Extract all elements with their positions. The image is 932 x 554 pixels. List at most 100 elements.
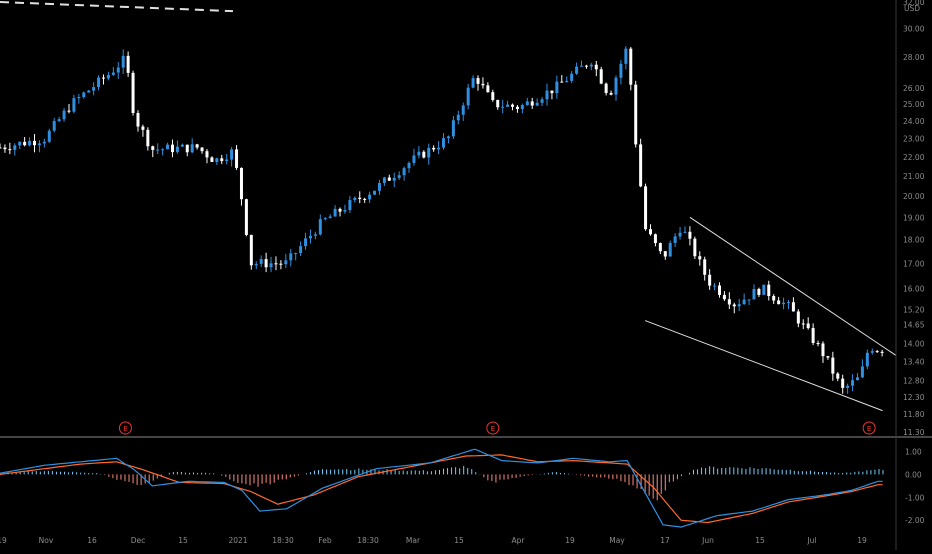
candle-body (801, 323, 805, 325)
candle-body (506, 104, 510, 107)
candle-body (239, 167, 243, 200)
candle-body (116, 67, 120, 73)
candle-body (412, 155, 416, 163)
candle-body (353, 197, 357, 201)
candle-body (855, 377, 859, 381)
candle-body (451, 120, 455, 137)
x-tick-label: 15 (454, 536, 464, 545)
x-tick-label: Jul (806, 536, 816, 545)
candle-body (658, 243, 662, 252)
macd-signal-line (0, 454, 883, 524)
macd-tick-label: -1.00 (905, 493, 925, 502)
candle-body (648, 229, 652, 235)
price-tick-label: 11.80 (903, 410, 925, 419)
price-tick-label: 20.00 (903, 192, 925, 201)
candle-body (328, 216, 332, 219)
candle-body (97, 77, 101, 88)
candle-body (402, 168, 406, 176)
candle-body (37, 143, 41, 146)
candle-body (47, 130, 51, 142)
candle-body (767, 284, 771, 297)
candle-body (141, 126, 145, 130)
candle-body (235, 149, 239, 168)
candle-body (471, 78, 475, 88)
price-tick-label: 12.30 (903, 393, 925, 402)
trendline (689, 216, 897, 356)
candle-body (663, 251, 667, 257)
price-tick-label: 13.40 (903, 358, 925, 367)
candle-body (52, 121, 56, 131)
candle-body (377, 183, 381, 191)
candle-body (166, 144, 170, 150)
candle-body (831, 357, 835, 374)
candle-body (200, 147, 204, 152)
macd-tick-label: -2.00 (905, 516, 925, 525)
candle-body (77, 97, 81, 99)
candle-body (678, 232, 682, 237)
candle-body (629, 48, 633, 85)
candle-body (713, 285, 717, 287)
candle-body (511, 104, 515, 107)
trendline (644, 320, 883, 412)
candle-body (121, 55, 125, 68)
candle-body (747, 299, 751, 301)
candle-body (545, 90, 549, 100)
earnings-marker-label: E (123, 425, 127, 433)
candle-body (698, 256, 702, 260)
candle-body (101, 77, 105, 79)
candle-body (62, 110, 66, 120)
x-tick-label: Nov (39, 536, 54, 545)
candle-body (146, 129, 150, 147)
candle-body (427, 147, 431, 158)
candle-body (461, 105, 465, 115)
candle-body (446, 136, 450, 139)
candle-body (190, 144, 194, 153)
x-tick-label: Jun (701, 536, 714, 545)
candle-body (397, 175, 401, 178)
candle-body (796, 311, 800, 324)
currency-label: USD (904, 4, 920, 13)
candle-body (634, 84, 638, 145)
candle-body (8, 149, 12, 151)
candle-body (32, 140, 36, 146)
candle-body (318, 219, 322, 235)
earnings-marker-label: E (491, 425, 495, 433)
candle-body (225, 159, 229, 162)
price-tick-label: 14.00 (903, 339, 925, 348)
candle-body (693, 238, 697, 257)
candle-body (816, 343, 820, 345)
candle-body (560, 81, 564, 83)
candle-body (846, 385, 850, 388)
candle-body (442, 138, 446, 148)
x-tick-label: 18:30 (272, 536, 294, 545)
candle-body (501, 106, 505, 108)
candle-body (530, 101, 534, 106)
candle-body (358, 197, 362, 199)
candle-body (294, 253, 298, 255)
candle-body (205, 151, 209, 158)
x-tick-label: 19 (857, 536, 867, 545)
candle-body (870, 351, 874, 353)
candle-body (639, 144, 643, 187)
candle-body (515, 106, 519, 109)
candle-body (540, 99, 544, 103)
price-tick-label: 23.00 (903, 134, 925, 143)
candle-body (466, 87, 470, 106)
candle-body (604, 83, 608, 94)
candle-body (496, 99, 500, 108)
candle-body (599, 69, 603, 84)
candle-body (313, 234, 317, 236)
candle-body (220, 158, 224, 162)
candle-body (757, 288, 761, 295)
candle-body (826, 356, 830, 358)
candle-body (338, 208, 342, 212)
candle-body (806, 323, 810, 329)
candle-body (249, 234, 253, 266)
candle-body (565, 80, 569, 83)
price-tick-label: 22.00 (903, 153, 925, 162)
price-tick-label: 25.00 (903, 100, 925, 109)
candle-body (880, 351, 884, 353)
candle-body (363, 198, 367, 200)
